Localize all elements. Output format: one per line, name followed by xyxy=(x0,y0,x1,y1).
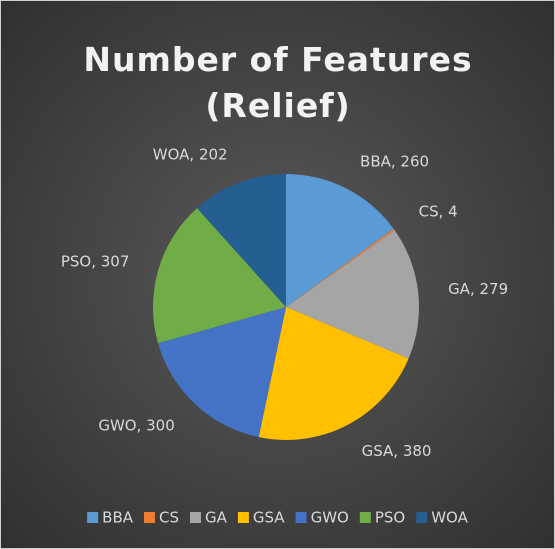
pie-slice xyxy=(158,307,286,438)
legend-label: BBA xyxy=(102,509,134,527)
data-label: BBA, 260 xyxy=(360,152,429,170)
data-label: PSO, 307 xyxy=(61,252,130,270)
pie-slice xyxy=(286,230,420,359)
pie-slice xyxy=(152,208,286,344)
data-label: WOA, 202 xyxy=(153,145,228,163)
pie-slice xyxy=(197,174,286,307)
legend-swatch xyxy=(237,512,249,523)
data-label: CS, 4 xyxy=(419,203,458,221)
legend-swatch xyxy=(87,512,99,523)
legend-label: GSA xyxy=(253,509,285,527)
legend-label: GA xyxy=(205,509,228,527)
pie-slice xyxy=(258,307,409,441)
data-label: GA, 279 xyxy=(448,280,508,298)
data-label: GWO, 300 xyxy=(98,417,174,435)
pie-slice xyxy=(286,228,395,307)
legend-swatch xyxy=(189,512,201,523)
legend: BBA CS GA GSA GWO PSO WOA xyxy=(87,509,469,527)
legend-label: GWO xyxy=(311,509,349,527)
pie-slice xyxy=(286,174,394,307)
legend-label: PSO xyxy=(375,509,405,527)
data-label: GSA, 380 xyxy=(362,442,432,460)
legend-swatch xyxy=(416,512,428,523)
legend-label: CS xyxy=(159,509,179,527)
legend-swatch xyxy=(295,512,307,523)
legend-swatch xyxy=(359,512,371,523)
legend-label: WOA xyxy=(431,509,468,527)
chart-title: Number of Features (Relief) xyxy=(83,40,473,125)
legend-swatch xyxy=(143,512,155,523)
